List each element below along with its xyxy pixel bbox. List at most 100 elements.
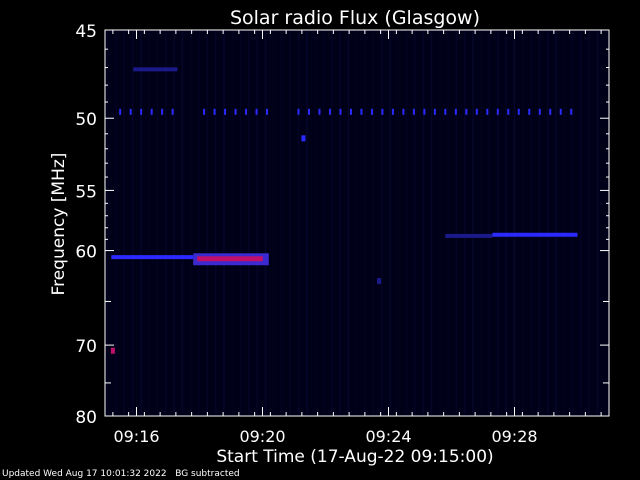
noise-stripe: [181, 32, 184, 414]
noise-stripe: [256, 32, 258, 414]
interference-tick: [328, 108, 331, 115]
y-tick-label: 80: [75, 408, 97, 428]
interference-tick: [150, 108, 153, 115]
interference-tick: [129, 108, 132, 115]
noise-stripe: [522, 32, 524, 414]
noise-stripe: [190, 32, 192, 414]
noise-stripe: [472, 32, 474, 414]
noise-stripe: [223, 32, 225, 414]
interference-tick: [517, 108, 520, 115]
noise-stripe: [463, 32, 466, 414]
interference-tick: [203, 108, 206, 115]
noise-stripe: [140, 32, 142, 414]
noise-stripe: [588, 32, 590, 414]
noise-stripe: [596, 32, 599, 414]
interference-tick: [266, 108, 269, 115]
interference-tick: [213, 108, 216, 115]
x-tick-label: 09:28: [491, 427, 537, 446]
noise-stripe: [148, 32, 150, 414]
bg-subtracted-note: BG subtracted: [175, 469, 240, 479]
emission-band: [133, 67, 178, 72]
interference-tick: [234, 108, 237, 115]
noise-stripe: [439, 32, 441, 414]
noise-stripe: [380, 32, 383, 414]
plot-background: [105, 30, 609, 416]
y-tick-label: 45: [75, 22, 97, 42]
interference-tick: [119, 108, 122, 115]
emission-band: [111, 255, 194, 260]
noise-stripe: [331, 32, 333, 414]
noise-stripe: [123, 32, 126, 414]
footer: Updated Wed Aug 17 10:01:32 2022 BG subt…: [2, 469, 240, 479]
interference-tick: [559, 108, 562, 115]
noise-stripe: [198, 32, 200, 414]
noise-stripe: [538, 32, 541, 414]
noise-stripe: [389, 32, 391, 414]
y-tick-label: 60: [75, 243, 97, 263]
y-tick-label: 55: [75, 182, 97, 202]
emission-spot: [377, 278, 382, 285]
noise-stripe: [231, 32, 233, 414]
noise-stripe: [339, 32, 341, 414]
x-tick-label: 09:24: [365, 427, 411, 446]
interference-tick: [475, 108, 478, 115]
noise-stripe: [430, 32, 433, 414]
noise-stripe: [505, 32, 507, 414]
interference-tick: [454, 108, 457, 115]
x-tick-label: 09:16: [113, 427, 159, 446]
x-tick-label: 09:20: [239, 427, 285, 446]
emission-band: [445, 233, 493, 238]
chart-title: Solar radio Flux (Glasgow): [230, 7, 480, 29]
interference-tick: [339, 108, 342, 115]
noise-stripe: [239, 32, 242, 414]
noise-stripe: [414, 32, 416, 414]
noise-stripe: [364, 32, 366, 414]
noise-stripe: [347, 32, 350, 414]
noise-stripe: [422, 32, 424, 414]
y-tick-label: 70: [75, 337, 97, 357]
interference-tick: [507, 108, 510, 115]
interference-tick: [412, 108, 415, 115]
interference-tick: [245, 108, 248, 115]
noise-stripe: [306, 32, 308, 414]
interference-tick: [402, 108, 405, 115]
updated-timestamp: Updated Wed Aug 17 10:01:32 2022: [2, 469, 167, 479]
noise-stripe: [447, 32, 449, 414]
interference-tick: [444, 108, 447, 115]
interference-tick: [391, 108, 394, 115]
interference-tick: [528, 108, 531, 115]
noise-stripe: [497, 32, 499, 414]
noise-stripe: [173, 32, 175, 414]
noise-stripe: [107, 32, 109, 414]
interference-tick: [570, 108, 573, 115]
noise-stripe: [273, 32, 275, 414]
emission-band-core: [197, 256, 263, 262]
interference-tick: [549, 108, 552, 115]
noise-stripe: [513, 32, 516, 414]
interference-tick: [255, 108, 258, 115]
noise-stripe: [322, 32, 325, 414]
noise-stripe: [555, 32, 557, 414]
noise-stripe: [397, 32, 399, 414]
interference-tick: [486, 108, 489, 115]
plot-frame: [104, 29, 610, 417]
noise-stripe: [214, 32, 217, 414]
spectrogram-features: [110, 67, 578, 354]
noise-stripe: [131, 32, 134, 414]
interference-tick: [318, 108, 321, 115]
noise-stripe: [571, 32, 574, 414]
noise-stripe: [206, 32, 209, 414]
noise-stripe: [297, 32, 300, 414]
noise-stripe: [289, 32, 292, 414]
interference-tick: [297, 108, 300, 115]
interference-tick: [224, 108, 227, 115]
interference-tick: [423, 108, 426, 115]
interference-tick: [307, 108, 310, 115]
interference-tick: [538, 108, 541, 115]
emission-spot: [301, 135, 306, 142]
noise-stripe: [281, 32, 283, 414]
interference-tick: [140, 108, 143, 115]
interference-tick: [381, 108, 384, 115]
y-tick-label: 50: [75, 110, 97, 130]
interference-tick: [433, 108, 436, 115]
